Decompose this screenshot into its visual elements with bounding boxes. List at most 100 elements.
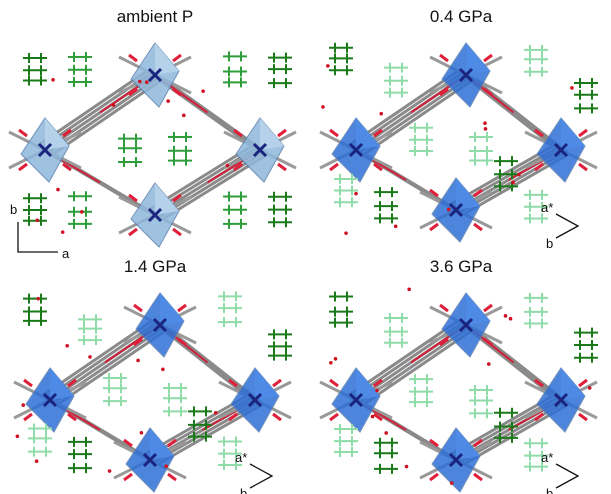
water: [511, 181, 515, 185]
water: [509, 317, 513, 321]
water: [407, 288, 411, 292]
guest-molecule: [118, 143, 142, 153]
guest-molecule: [163, 406, 187, 416]
panel-title: ambient P: [117, 7, 194, 26]
guest-molecule: [78, 324, 102, 334]
guest-molecule: [329, 43, 353, 53]
guest-molecule: [469, 408, 493, 418]
guest-molecule: [374, 213, 398, 223]
guest-molecule: [469, 385, 493, 395]
guest-molecule: [23, 193, 47, 203]
water: [570, 86, 574, 90]
axis-label: a*: [235, 450, 247, 465]
guest-molecule: [329, 53, 353, 63]
water: [88, 355, 92, 359]
axis-label: b: [546, 486, 553, 494]
axis-label: a*: [541, 200, 553, 215]
guest-molecule: [329, 307, 353, 317]
water: [35, 459, 39, 463]
water: [450, 481, 454, 485]
guest-molecule: [68, 437, 92, 447]
water: [108, 469, 112, 473]
guest-molecule: [68, 449, 92, 459]
guest-molecule: [494, 156, 518, 166]
axis-label: a*: [541, 450, 553, 465]
guest-molecule: [68, 191, 92, 201]
axis-indicator: [250, 464, 272, 488]
guest-molecule: [524, 307, 548, 317]
guest-molecule: [23, 65, 47, 75]
guest-molecule: [168, 156, 192, 166]
guest-molecule: [218, 291, 242, 301]
guest-molecule: [574, 90, 598, 100]
guest-molecule: [524, 45, 548, 55]
water: [379, 112, 383, 116]
guest-molecule: [268, 217, 292, 227]
water: [375, 389, 379, 393]
guest-molecule: [384, 76, 408, 86]
guest-molecule: [103, 383, 127, 393]
water: [136, 359, 140, 363]
figure: ambient Pba0.4 GPaa*b1.4 GPaa*b3.6 GPaa*…: [0, 0, 611, 494]
guest-molecule: [334, 197, 358, 207]
guest-molecule: [218, 303, 242, 313]
guest-molecule: [469, 396, 493, 406]
guest-molecule: [524, 190, 548, 200]
water: [329, 361, 333, 365]
guest-molecule: [23, 216, 47, 226]
guest-molecule: [163, 393, 187, 403]
water: [394, 224, 398, 228]
guest-molecule: [78, 314, 102, 324]
guest-molecule: [23, 205, 47, 215]
guest-molecule: [223, 219, 247, 229]
guest-molecule: [409, 123, 433, 133]
guest-molecule: [374, 187, 398, 197]
guest-molecule: [23, 316, 47, 326]
guest-molecule: [374, 201, 398, 211]
guest-molecule: [409, 146, 433, 156]
guest-molecule: [524, 54, 548, 64]
guest-molecule: [469, 132, 493, 142]
guest-molecule: [469, 156, 493, 166]
guest-molecule: [118, 157, 142, 167]
guest-molecule: [409, 387, 433, 397]
guest-molecule: [223, 191, 247, 201]
guest-molecule: [384, 88, 408, 98]
guest-molecule: [384, 313, 408, 323]
water: [140, 431, 144, 435]
water: [504, 314, 508, 318]
water: [226, 164, 230, 168]
guest-molecule: [409, 397, 433, 407]
water: [214, 411, 218, 415]
guest-molecule: [524, 67, 548, 77]
water: [161, 368, 165, 372]
guest-molecule: [524, 438, 548, 448]
guest-molecule: [223, 67, 247, 77]
guest-molecule: [78, 335, 102, 345]
guest-molecule: [168, 146, 192, 156]
water: [51, 78, 55, 82]
guest-molecule: [574, 78, 598, 88]
guest-molecule: [329, 65, 353, 75]
axis-label: b: [546, 236, 553, 251]
guest-molecule: [268, 341, 292, 351]
water: [21, 403, 25, 407]
guest-molecule: [223, 51, 247, 61]
axis-label: b: [10, 202, 17, 217]
guest-molecule: [524, 293, 548, 303]
guest-molecule: [23, 53, 47, 63]
guest-molecule: [68, 463, 92, 473]
water: [36, 297, 40, 301]
guest-molecule: [409, 374, 433, 384]
guest-molecule: [409, 135, 433, 145]
guest-molecule: [28, 447, 52, 457]
guest-molecule: [334, 447, 358, 457]
guest-molecule: [329, 318, 353, 328]
panel-title: 0.4 GPa: [430, 7, 493, 26]
water: [484, 127, 488, 131]
guest-molecule: [374, 464, 398, 474]
axis-indicator: [556, 464, 578, 488]
guest-molecule: [374, 438, 398, 448]
